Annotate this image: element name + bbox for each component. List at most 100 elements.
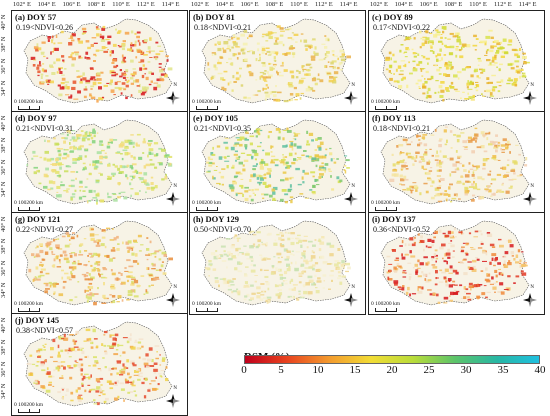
rsm-pixel xyxy=(270,161,275,164)
rsm-pixel xyxy=(450,231,454,234)
rsm-pixel xyxy=(130,134,134,136)
rsm-pixel xyxy=(132,260,138,263)
rsm-pixel xyxy=(84,250,88,252)
rsm-pixel xyxy=(100,173,103,176)
rsm-pixel xyxy=(115,28,117,31)
rsm-pixel xyxy=(59,71,63,74)
rsm-pixel xyxy=(151,50,155,52)
rsm-pixel xyxy=(268,74,273,78)
rsm-pixel xyxy=(54,163,60,166)
ndvi-range: 0.36<NDVI<0.52 xyxy=(373,225,431,234)
rsm-pixel xyxy=(280,65,284,67)
rsm-pixel xyxy=(252,149,257,154)
rsm-pixel xyxy=(421,68,426,70)
rsm-pixel xyxy=(85,79,91,83)
rsm-pixel xyxy=(111,62,115,64)
rsm-pixel xyxy=(265,242,268,246)
rsm-pixel xyxy=(214,43,217,46)
rsm-pixel xyxy=(451,256,455,258)
rsm-pixel xyxy=(251,72,254,74)
rsm-pixel xyxy=(405,152,408,156)
rsm-pixel xyxy=(405,165,408,167)
rsm-pixel xyxy=(343,164,347,167)
rsm-pixel xyxy=(279,276,283,280)
rsm-pixel xyxy=(113,353,119,356)
rsm-pixel xyxy=(58,194,62,198)
rsm-pixel xyxy=(267,184,272,188)
rsm-pixel xyxy=(105,397,109,401)
rsm-pixel xyxy=(153,368,158,372)
rsm-pixel xyxy=(52,284,57,288)
rsm-pixel xyxy=(93,338,98,340)
rsm-pixel xyxy=(77,260,80,264)
rsm-pixel xyxy=(476,295,481,299)
rsm-pixel xyxy=(324,56,327,59)
rsm-pixel xyxy=(124,139,129,144)
rsm-pixel xyxy=(496,66,498,68)
rsm-pixel xyxy=(167,162,170,165)
rsm-pixel xyxy=(56,147,60,150)
rsm-pixel xyxy=(302,68,307,70)
rsm-pixel xyxy=(249,255,253,260)
rsm-pixel xyxy=(523,262,527,264)
rsm-pixel xyxy=(114,333,119,337)
rsm-pixel xyxy=(264,173,267,175)
rsm-pixel xyxy=(511,168,515,170)
rsm-pixel xyxy=(80,368,83,372)
rsm-pixel xyxy=(470,248,476,250)
rsm-pixel xyxy=(289,280,292,284)
rsm-pixel xyxy=(420,158,425,160)
rsm-pixel xyxy=(101,302,107,304)
rsm-pixel xyxy=(238,262,243,264)
rsm-pixel xyxy=(288,152,293,157)
rsm-pixel xyxy=(80,373,83,376)
rsm-pixel xyxy=(520,270,524,273)
rsm-pixel xyxy=(72,146,77,150)
rsm-pixel xyxy=(498,238,502,241)
rsm-pixel xyxy=(475,257,478,259)
rsm-pixel xyxy=(296,69,299,72)
rsm-pixel xyxy=(503,289,509,290)
rsm-pixel xyxy=(38,47,42,51)
rsm-pixel xyxy=(90,88,93,90)
rsm-pixel xyxy=(473,180,475,184)
rsm-pixel xyxy=(55,143,60,145)
rsm-pixel xyxy=(476,166,479,170)
rsm-pixel xyxy=(427,261,430,265)
rsm-pixel xyxy=(260,256,263,260)
rsm-pixel xyxy=(41,41,46,44)
rsm-pixel xyxy=(87,138,90,141)
rsm-pixel xyxy=(399,245,403,247)
rsm-pixel xyxy=(86,272,89,274)
rsm-pixel xyxy=(124,270,129,272)
rsm-pixel xyxy=(415,189,418,192)
rsm-pixel xyxy=(129,333,132,337)
rsm-pixel xyxy=(145,76,149,81)
rsm-pixel xyxy=(252,234,257,236)
rsm-pixel xyxy=(276,263,282,265)
rsm-pixel xyxy=(515,144,519,146)
rsm-pixel xyxy=(398,85,403,89)
rsm-pixel xyxy=(420,240,425,243)
rsm-pixel xyxy=(124,267,127,269)
rsm-pixel xyxy=(130,188,134,190)
rsm-pixel xyxy=(449,130,453,133)
rsm-pixel xyxy=(336,267,341,270)
rsm-pixel xyxy=(113,65,117,69)
rsm-pixel xyxy=(333,76,338,78)
rsm-pixel xyxy=(263,174,267,176)
rsm-pixel xyxy=(452,163,457,167)
rsm-pixel xyxy=(275,37,279,40)
rsm-pixel xyxy=(224,156,227,159)
rsm-pixel xyxy=(149,57,153,58)
rsm-pixel xyxy=(301,295,305,298)
rsm-pixel xyxy=(392,163,396,167)
rsm-pixel xyxy=(435,257,439,260)
rsm-pixel xyxy=(236,288,239,290)
rsm-pixel xyxy=(507,63,513,66)
rsm-pixel xyxy=(434,195,437,197)
rsm-pixel xyxy=(90,228,94,231)
rsm-pixel xyxy=(100,143,104,146)
rsm-pixel xyxy=(123,88,127,91)
rsm-pixel xyxy=(88,282,93,285)
